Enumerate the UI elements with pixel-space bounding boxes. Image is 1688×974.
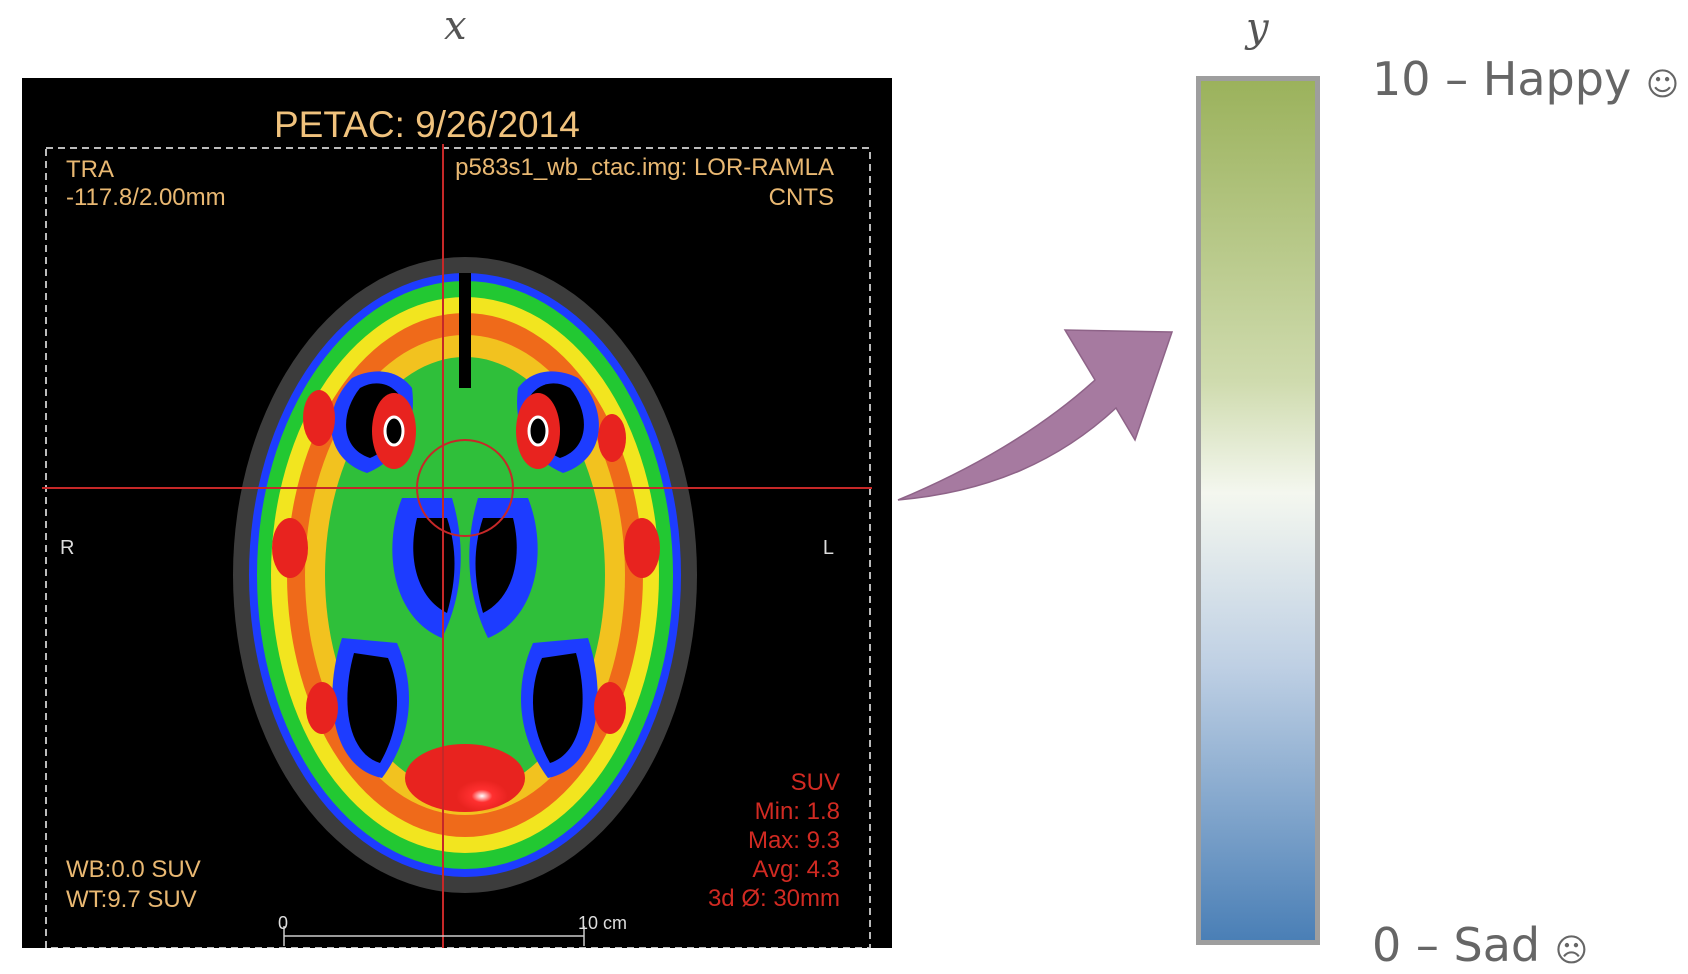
roi-diameter: 3d Ø: 30mm xyxy=(707,885,840,912)
suv-avg: Avg: 4.3 xyxy=(752,856,840,883)
wb-suv: WB:0.0 SUV xyxy=(66,856,201,883)
scale-zero-label: 0 xyxy=(278,913,289,933)
suv-min: Min: 1.8 xyxy=(754,798,840,825)
central-dark-left xyxy=(413,518,455,613)
left-marker: L xyxy=(822,537,834,559)
scan-title: PETAC: 9/26/2014 xyxy=(274,104,580,145)
right-marker: R xyxy=(60,537,75,559)
central-dark-right xyxy=(475,518,517,613)
output-variable-label: y xyxy=(1246,5,1269,51)
posterior-dark-left xyxy=(347,653,398,763)
scan-orientation: TRA xyxy=(66,156,114,183)
scale-bottom-text: 0 – Sad xyxy=(1372,918,1541,972)
input-variable-label: x xyxy=(444,3,467,49)
pet-scan-image: PETAC: 9/26/2014 TRA -117.8/2.00mm p583s… xyxy=(22,78,892,948)
wt-suv: WT:9.7 SUV xyxy=(66,886,197,913)
scan-slice-position: -117.8/2.00mm xyxy=(66,184,226,211)
suv-stats: SUV Min: 1.8 Max: 9.3 Avg: 4.3 3d Ø: 30m… xyxy=(708,768,840,913)
suv-unit: SUV xyxy=(790,769,840,796)
scale-top-text: 10 – Happy xyxy=(1372,52,1632,106)
happiness-scale-bar xyxy=(1196,76,1320,945)
dashed-frame xyxy=(45,147,871,948)
frown-icon: ☹ xyxy=(1554,931,1589,969)
smile-icon: ☺ xyxy=(1645,65,1680,103)
scan-filename: p583s1_wb_ctac.img: LOR-RAMLA xyxy=(455,154,834,181)
suv-max: Max: 9.3 xyxy=(747,827,840,854)
scale-top-label: 10 – Happy ☺ xyxy=(1372,56,1679,102)
curved-arrow-icon xyxy=(897,329,1174,501)
arrow-shape xyxy=(897,329,1174,501)
scale-bottom-label: 0 – Sad ☹ xyxy=(1372,922,1588,968)
scale-ten-label: 10 cm xyxy=(578,913,628,933)
posterior-dark-right xyxy=(532,653,583,763)
brain-scan-graphic xyxy=(42,144,872,948)
scan-units: CNTS xyxy=(768,184,834,211)
roi-circle xyxy=(416,439,514,537)
